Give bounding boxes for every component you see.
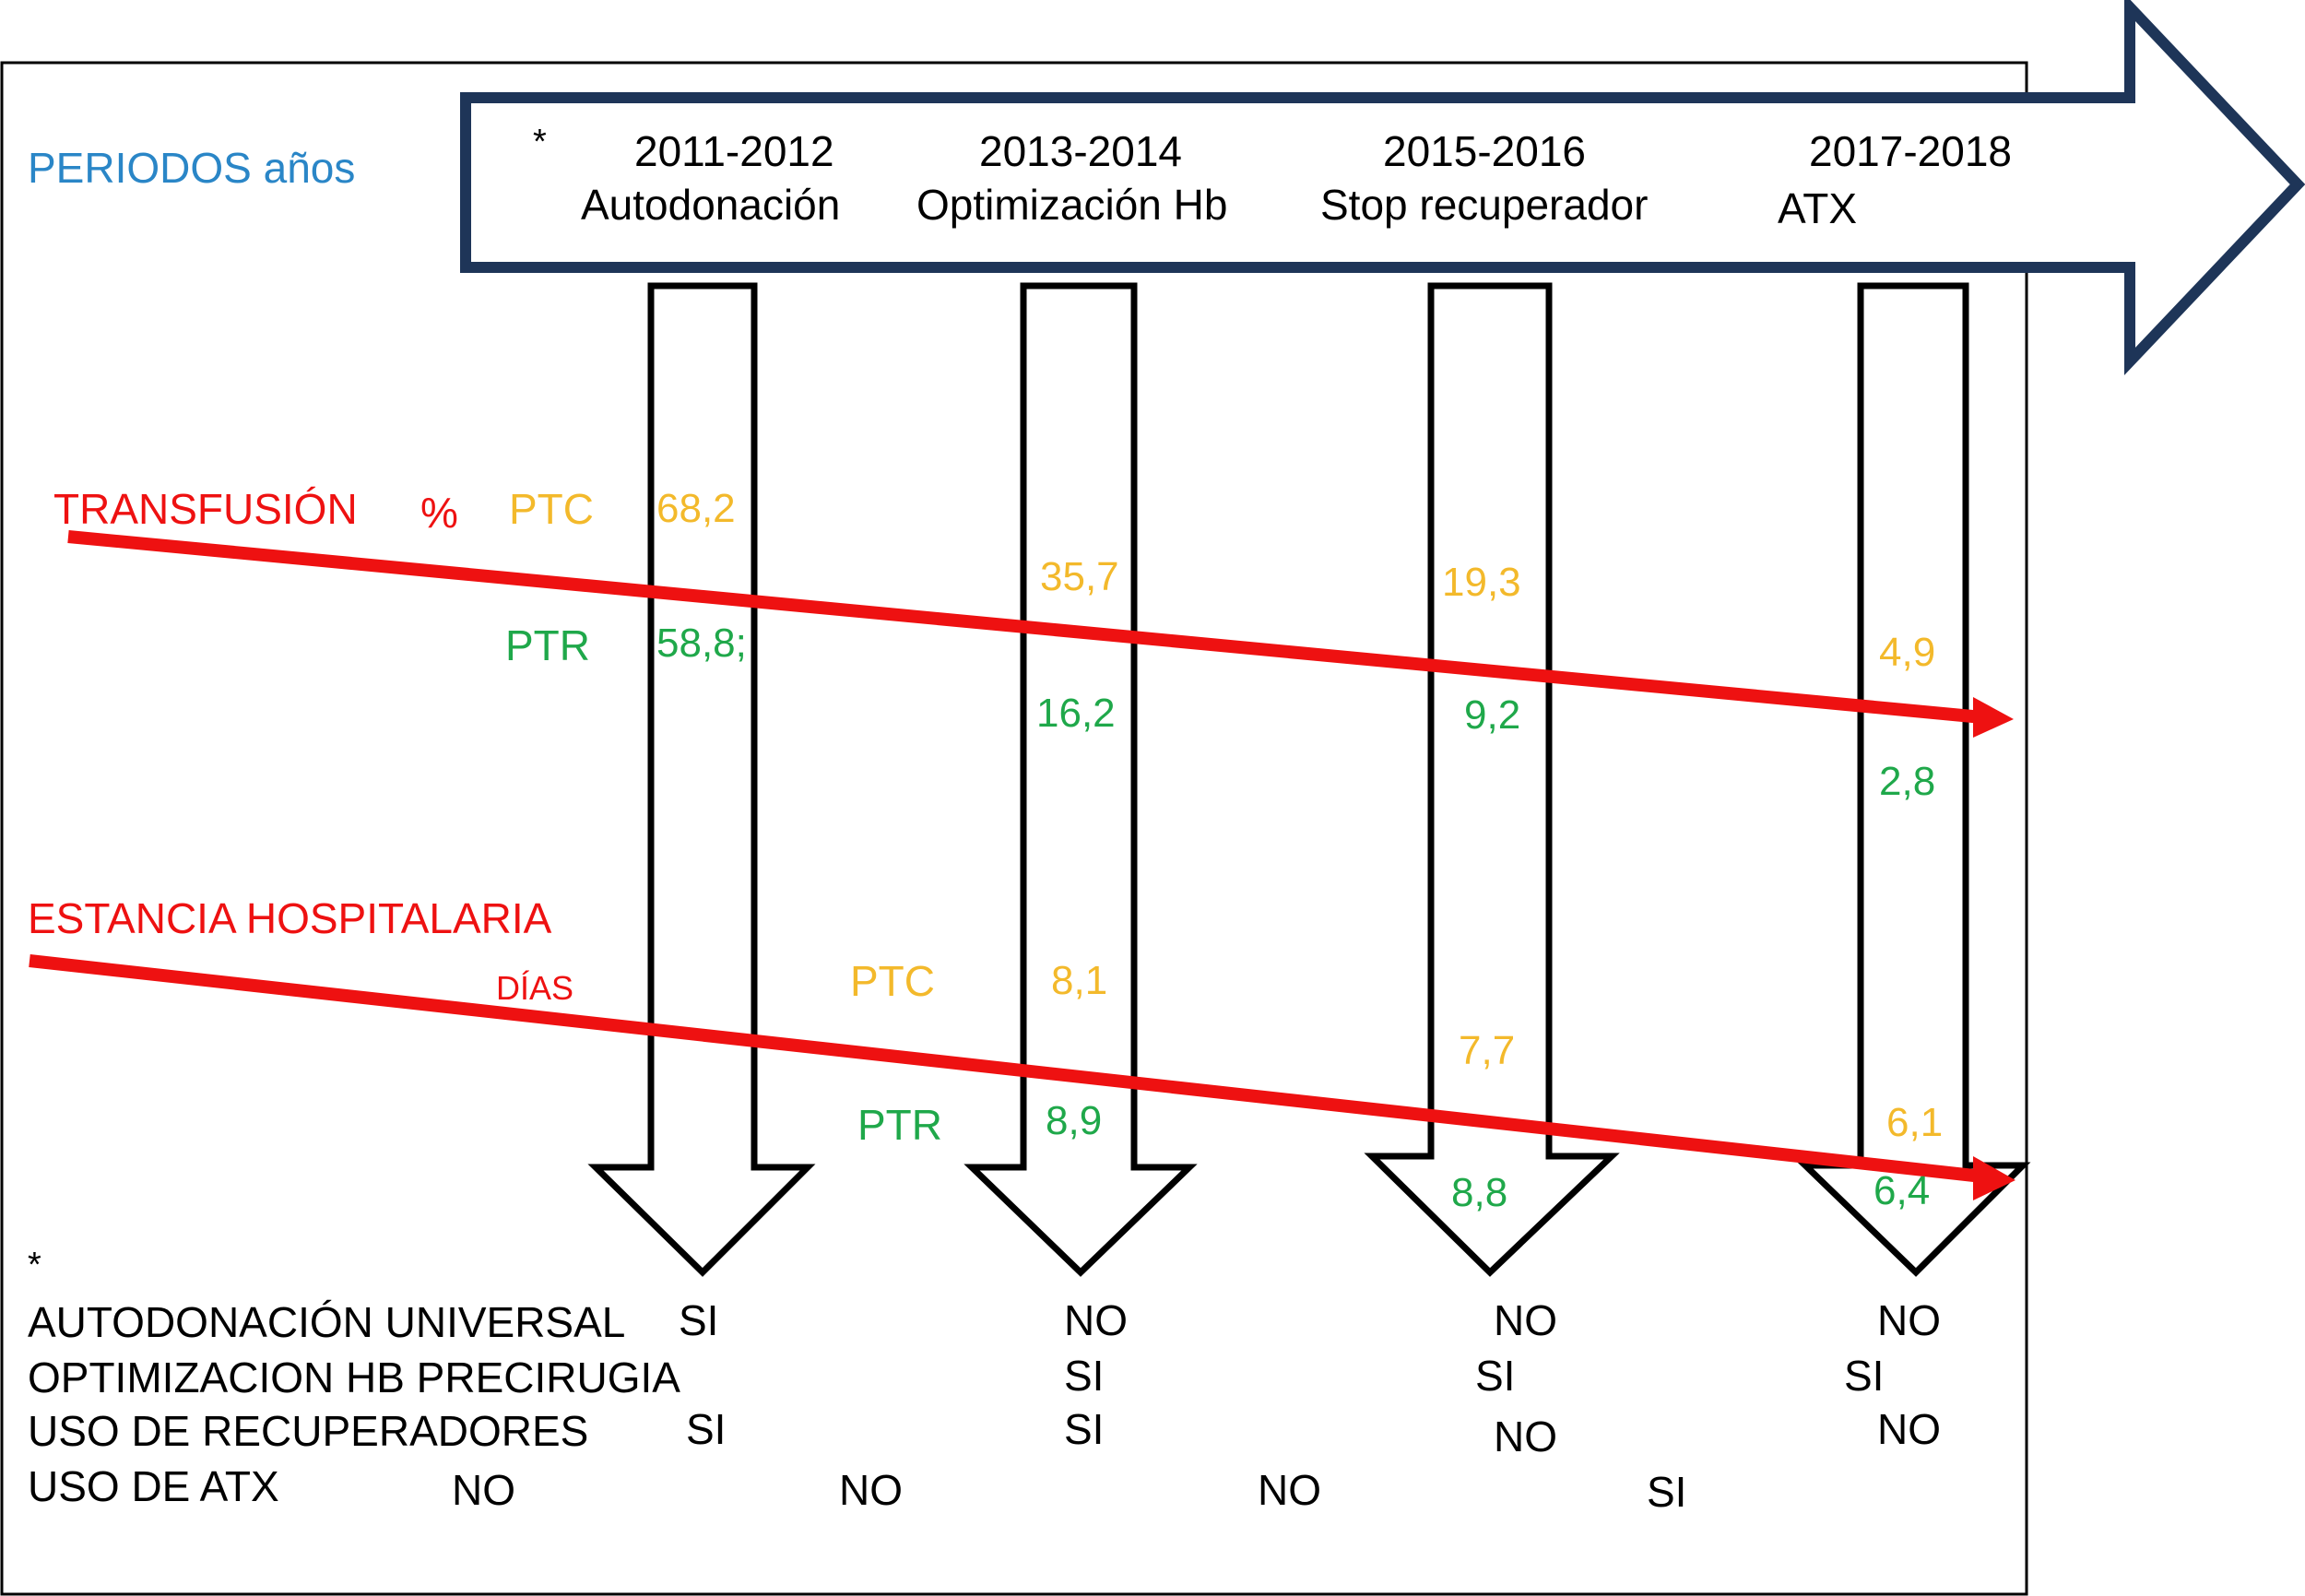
transfusion-ptr-value: 2,8 (1879, 759, 1935, 804)
footer-row-value: NO (1258, 1466, 1321, 1514)
stay-unit: DÍAS (496, 969, 573, 1007)
stay-ptc-label: PTC (850, 957, 935, 1005)
period-2-name: Optimización Hb (916, 181, 1227, 229)
period-1-name: Autodonación (581, 181, 840, 229)
transfusion-label: TRANSFUSIÓN (53, 485, 358, 533)
footer-row-value: NO (1494, 1413, 1557, 1460)
transfusion-ptc-value: 19,3 (1442, 560, 1521, 605)
period-4-years: 2017-2018 (1809, 127, 2012, 175)
transfusion-unit: % (420, 489, 458, 537)
footer-row-value: NO (1064, 1296, 1128, 1344)
transfusion-ptr-value: 16,2 (1036, 691, 1116, 736)
footer-row-value: SI (1647, 1468, 1686, 1516)
footer-row-label: USO DE ATX (28, 1462, 279, 1510)
footer-row-value: NO (1877, 1296, 1941, 1344)
stay-ptr-label: PTR (857, 1101, 942, 1149)
footer-row-value: SI (679, 1296, 718, 1344)
stay-trend-arrowhead (1973, 1156, 2015, 1200)
period-3-name: Stop recuperador (1320, 181, 1648, 229)
transfusion-trend-line (67, 530, 1983, 724)
period-3-years: 2015-2016 (1383, 127, 1586, 175)
footer-row-value: NO (452, 1466, 515, 1514)
footer-row-label: OPTIMIZACION HB PRECIRUGIA (28, 1354, 680, 1401)
diagram-frame (0, 61, 2028, 1596)
footer-row-value: SI (1844, 1352, 1884, 1400)
transfusion-ptc-label: PTC (509, 485, 594, 533)
period-down-arrow-2 (963, 282, 1198, 1277)
period-1-years: 2011-2012 (634, 127, 834, 175)
transfusion-ptr-value: 58,8; (656, 621, 747, 666)
stay-ptr-value: 6,4 (1874, 1168, 1930, 1213)
period-down-arrow-3 (1364, 282, 1620, 1277)
stay-ptc-value: 6,1 (1886, 1100, 1943, 1145)
transfusion-ptr-value: 9,2 (1464, 692, 1520, 738)
timeline-arrow (460, 0, 2305, 376)
stay-label: ESTANCIA HOSPITALARIA (28, 894, 552, 942)
periods-label: PERIODOS años (28, 144, 355, 192)
footer-row-label: USO DE RECUPERADORES (28, 1407, 588, 1455)
transfusion-ptc-value: 35,7 (1040, 554, 1119, 599)
footer-row-value: SI (1064, 1352, 1104, 1400)
footer-row-value: NO (1494, 1296, 1557, 1344)
periods-asterisk: * (533, 123, 547, 161)
period-down-arrow-1 (587, 282, 816, 1277)
stay-ptr-value: 8,9 (1046, 1098, 1102, 1143)
transfusion-ptr-label: PTR (505, 621, 590, 669)
stay-ptc-value: 8,1 (1051, 958, 1107, 1003)
period-2-years: 2013-2014 (979, 127, 1182, 175)
footer-asterisk: * (28, 1246, 41, 1284)
transfusion-ptc-value: 68,2 (656, 486, 736, 531)
footer-row-value: SI (1064, 1405, 1104, 1453)
footer-row-label: AUTODONACIÓN UNIVERSAL (28, 1298, 625, 1346)
period-4-name: ATX (1778, 184, 1857, 232)
footer-row-value: NO (839, 1466, 903, 1514)
stay-ptr-value: 8,8 (1451, 1170, 1507, 1215)
footer-row-value: SI (1475, 1352, 1515, 1400)
stay-ptc-value: 7,7 (1459, 1028, 1515, 1073)
footer-row-value: SI (686, 1405, 726, 1453)
footer-row-value: NO (1877, 1405, 1941, 1453)
transfusion-ptc-value: 4,9 (1879, 630, 1935, 675)
stay-trend-line (29, 954, 1983, 1183)
transfusion-trend-arrowhead (1973, 697, 2014, 738)
